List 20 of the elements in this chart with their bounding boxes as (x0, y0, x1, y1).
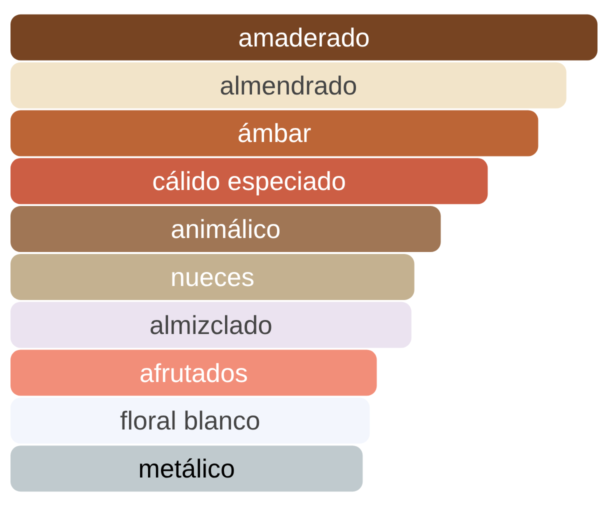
y-tick-label: floral blanco (120, 406, 260, 436)
y-tick-label: animálico (170, 214, 281, 244)
bar (10, 158, 488, 204)
bar (10, 398, 370, 444)
y-tick-label: afrutados (139, 358, 248, 388)
y-tick-label: amaderado (238, 22, 370, 52)
bar (10, 254, 414, 300)
y-tick-label: almendrado (220, 70, 358, 100)
y-tick-label: nueces (170, 262, 254, 292)
y-tick-label: cálido especiado (152, 166, 346, 196)
y-tick-label: ámbar (238, 118, 312, 148)
bar (10, 350, 377, 396)
bar (10, 62, 566, 108)
bar (10, 302, 412, 348)
y-tick-label: metálico (138, 454, 236, 484)
bar (10, 14, 598, 60)
bar (10, 110, 538, 156)
y-tick-label: almizclado (150, 310, 272, 340)
bar (10, 206, 441, 252)
bar (10, 446, 363, 492)
